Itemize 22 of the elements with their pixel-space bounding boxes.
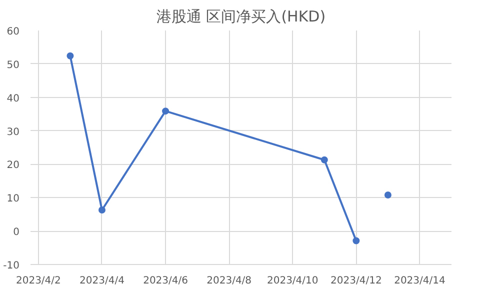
- x-tick-label: 2023/4/2: [16, 276, 61, 286]
- point: [352, 237, 360, 244]
- point: [320, 156, 328, 164]
- y-tick-label: 20: [6, 160, 20, 172]
- chart-title: 港股通 区间净买入(HKD): [156, 8, 326, 26]
- y-tick-label: 50: [6, 60, 20, 71]
- point: [384, 191, 392, 198]
- point: [66, 52, 74, 60]
- x-tick-label: 2023/4/12: [330, 276, 382, 286]
- x-tick-label: 2023/4/4: [80, 276, 124, 286]
- point: [162, 108, 170, 115]
- y-tick-label: 40: [6, 93, 20, 104]
- y-tick-label: 0: [13, 227, 20, 238]
- x-tick-label: 2023/4/14: [394, 276, 446, 286]
- x-tick-label: 2023/4/6: [143, 276, 188, 286]
- x-tick-label: 2023/4/8: [206, 276, 252, 286]
- point: [98, 206, 106, 214]
- x-tick-label: 2023/4/10: [266, 276, 318, 286]
- y-tick-label: -10: [3, 260, 20, 272]
- y-tick-label: 10: [6, 194, 20, 205]
- y-tick-label: 30: [6, 126, 20, 138]
- y-tick-label: 60: [6, 26, 20, 38]
